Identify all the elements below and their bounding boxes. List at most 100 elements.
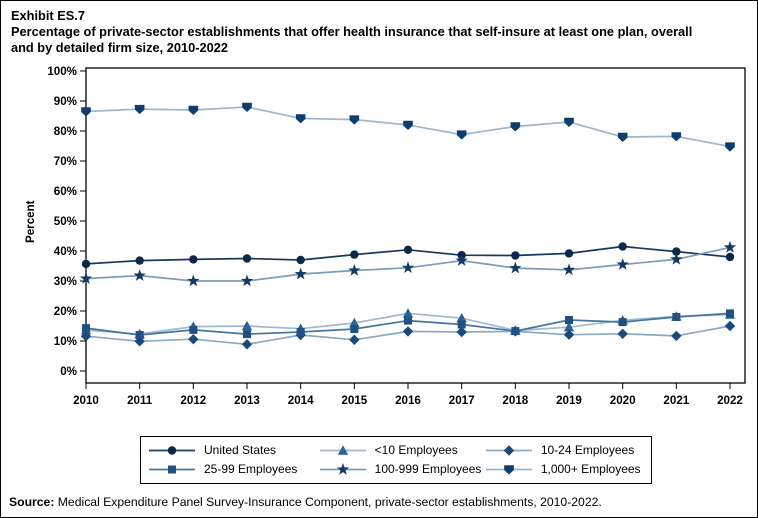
square-marker-icon <box>404 316 412 325</box>
triangle-down-marker-icon <box>725 142 735 152</box>
diamond-marker-icon <box>671 330 682 342</box>
x-tick-label: 2010 <box>73 394 99 407</box>
diamond-marker-icon <box>349 334 360 345</box>
triangle-down-marker-icon <box>564 117 574 127</box>
chart-legend: United States <10 Employees 10-24 Employee… <box>140 435 652 484</box>
y-tick-label: 100% <box>47 65 77 78</box>
chart-title: Percentage of private-sector establishme… <box>11 24 747 56</box>
circle-marker-icon <box>511 251 520 260</box>
circle-marker-icon <box>672 247 681 256</box>
legend-label-100-999-employees: 100-999 Employees <box>374 462 482 477</box>
source-text: Medical Expenditure Panel Survey-Insuran… <box>54 494 602 509</box>
x-tick-label: 2011 <box>127 394 153 407</box>
square-marker-icon <box>350 324 359 333</box>
y-tick-label: 50% <box>54 215 77 228</box>
circle-marker-icon <box>350 250 359 259</box>
circle-marker-icon <box>242 254 252 263</box>
triangle-down-marker-icon <box>510 122 521 132</box>
y-axis-label: Percent <box>24 200 37 243</box>
1-000-employees-legend-marker-icon <box>485 465 532 475</box>
y-tick-label: 40% <box>54 245 77 258</box>
legend-item-100-999-employees: 100-999 Employees <box>319 462 486 477</box>
legend-label-25-99-employees: 25-99 Employees <box>204 462 298 477</box>
circle-marker-icon <box>167 446 177 455</box>
diamond-marker-icon <box>563 329 575 340</box>
square-marker-icon <box>135 330 144 339</box>
star-marker-icon <box>240 274 254 287</box>
star-marker-icon <box>509 261 522 274</box>
source-label: Source: <box>9 494 55 509</box>
star-marker-icon <box>187 274 200 287</box>
line-chart: 0% 10% 20% 30% 40% 50% 60% 70% 80% 90% 100% Percent… <box>24 65 746 407</box>
triangle-up-marker-icon <box>337 445 348 455</box>
circle-marker-icon <box>403 245 413 254</box>
series-1-000-employees <box>81 102 735 152</box>
diamond-marker-icon <box>188 333 199 345</box>
y-tick-label: 80% <box>54 125 77 138</box>
chart-title-line2: and by detailed firm size, 2010-2022 <box>11 39 228 55</box>
-10-employees-legend-marker-icon <box>319 445 366 455</box>
diamond-marker-icon <box>402 326 414 337</box>
triangle-down-marker-icon <box>504 465 514 475</box>
y-tick-label: 90% <box>54 95 77 108</box>
star-marker-icon <box>723 240 737 253</box>
diamond-marker-icon <box>456 326 467 338</box>
x-tick-label: 2016 <box>395 394 421 407</box>
triangle-down-marker-icon <box>403 120 413 130</box>
legend-item--10-employees: <10 Employees <box>319 443 486 458</box>
legend-item-united-states: United States <box>149 443 320 458</box>
diamond-marker-icon <box>724 320 736 332</box>
square-marker-icon <box>189 325 198 334</box>
circle-marker-icon <box>135 256 144 265</box>
square-marker-icon <box>672 312 681 321</box>
star-marker-icon <box>336 462 349 475</box>
triangle-up-marker-icon <box>402 308 414 318</box>
star-marker-icon <box>401 261 415 274</box>
x-tick-label: 2015 <box>341 394 367 407</box>
y-tick-label: 60% <box>54 185 77 198</box>
legend-item-1-000-employees: 1,000+ Employees <box>485 462 643 477</box>
star-marker-icon <box>455 254 468 266</box>
legend-item-25-99-employees: 25-99 Employees <box>149 462 320 477</box>
square-marker-icon <box>726 309 734 318</box>
diamond-marker-icon <box>503 445 515 456</box>
square-marker-icon <box>243 330 251 339</box>
exhibit-label: Exhibit ES.7 <box>11 8 85 23</box>
x-tick-label: 2019 <box>556 394 582 407</box>
legend-label-united-states: United States <box>204 443 277 458</box>
square-marker-icon <box>511 327 520 336</box>
square-marker-icon <box>168 465 176 474</box>
triangle-down-marker-icon <box>295 114 306 124</box>
title-block: Exhibit ES.7 Percentage of private-secto… <box>1 1 757 56</box>
plot-area-border <box>85 67 746 384</box>
star-marker-icon <box>79 272 93 284</box>
circle-marker-icon <box>189 255 198 264</box>
legend-label-10-24-employees: 10-24 Employees <box>540 443 635 458</box>
25-99-employees-legend-marker-icon <box>149 465 195 474</box>
circle-marker-icon <box>618 242 627 251</box>
star-marker-icon <box>670 252 683 265</box>
x-tick-label: 2014 <box>288 394 314 407</box>
triangle-down-marker-icon <box>456 130 467 140</box>
circle-marker-icon <box>564 249 574 258</box>
diamond-marker-icon <box>617 328 628 339</box>
legend-row: 25-99 Employees 100-999 Employees 1,000+ E… <box>149 460 643 479</box>
series-100-999-employees <box>79 240 737 287</box>
x-tick-label: 2018 <box>502 394 528 407</box>
triangle-down-marker-icon <box>349 115 360 125</box>
10-24-employees-legend-marker-icon <box>485 445 532 456</box>
triangle-up-marker-icon <box>241 320 253 331</box>
triangle-down-marker-icon <box>134 104 145 115</box>
diamond-marker-icon <box>241 339 253 350</box>
y-tick-label: 0% <box>60 365 77 378</box>
triangle-up-marker-icon <box>349 317 360 328</box>
y-tick-label: 70% <box>54 155 77 168</box>
star-marker-icon <box>348 263 361 276</box>
diamond-marker-icon <box>80 330 92 342</box>
square-marker-icon <box>457 320 466 329</box>
star-marker-icon <box>562 263 576 276</box>
triangle-up-marker-icon <box>456 312 467 323</box>
triangle-down-marker-icon <box>188 105 199 115</box>
circle-marker-icon <box>81 259 91 269</box>
